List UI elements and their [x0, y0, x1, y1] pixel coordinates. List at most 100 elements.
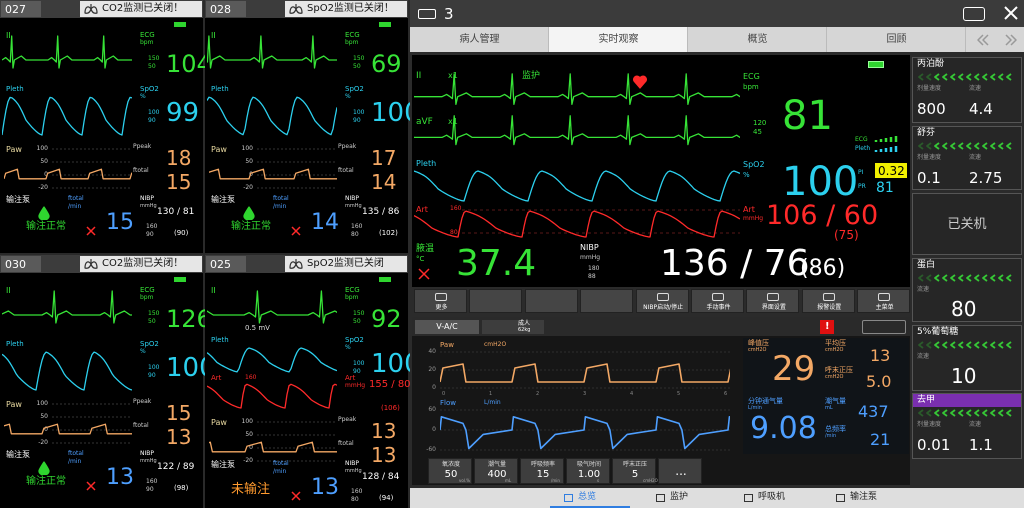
vent-setting[interactable]: 吸气时间 1.00 s [566, 458, 610, 484]
vent-setting[interactable]: 呼吸频率 15/min [520, 458, 564, 484]
rate-unit: /min [68, 458, 82, 465]
tab[interactable]: 概览 [688, 27, 827, 52]
tab[interactable]: 病人管理 [410, 27, 549, 52]
flow-scale: -60 [426, 446, 436, 453]
nav-item[interactable]: 呼吸机 [730, 488, 810, 508]
ecg-unit: bpm [140, 294, 154, 301]
icon [86, 226, 96, 236]
pump-field-value: 0.01 [917, 436, 951, 454]
button[interactable]: 手动事件 [691, 289, 744, 313]
icon [38, 461, 50, 475]
icon [918, 142, 924, 150]
waveform [414, 170, 740, 202]
bed-number: 3 [444, 5, 454, 23]
spo2-limit-low: 90 [148, 372, 156, 379]
setting-label: 呼吸频率 [530, 461, 555, 468]
waveform [207, 347, 337, 373]
nav-item[interactable]: 监护 [642, 488, 722, 508]
setting-unit: /min [551, 478, 560, 483]
icon [998, 142, 1004, 150]
art-value: 155 / 80 [369, 379, 411, 390]
button[interactable]: 界面设置 [746, 289, 800, 313]
nibp-mean: (98) [174, 484, 189, 492]
vent-param-unit: mL [825, 405, 833, 411]
art-unit: mmHg [743, 215, 764, 222]
ecg-label: ECG [743, 72, 760, 81]
icon [926, 341, 932, 349]
pump-label: 输注泵 [211, 195, 235, 204]
vent-param-value: 5.0 [866, 372, 892, 391]
setting-unit: cmH2O [643, 478, 658, 483]
top-bar [410, 0, 1024, 27]
nav-item[interactable]: 输注泵 [822, 488, 902, 508]
vent-param-value: 9.08 [750, 411, 817, 446]
vent-param-unit: /min [825, 433, 837, 439]
vent-setting[interactable]: 呼末正压 5 cmH2O [612, 458, 658, 484]
icon [934, 341, 940, 349]
pleth-wave [207, 96, 337, 136]
rate-unit: /min [273, 468, 287, 475]
waveform [2, 351, 132, 391]
waveform [207, 290, 337, 324]
button[interactable] [580, 289, 634, 313]
pump-card[interactable]: 去甲 剂量速度 0.01 流速 1.1 [912, 393, 1022, 459]
close-button[interactable] [1004, 6, 1018, 20]
icon [950, 73, 956, 81]
ecg-wave [414, 73, 740, 105]
vent-setting[interactable]: 潮气量 400 mL [474, 458, 518, 484]
vent-setting-more[interactable]: ... [658, 458, 702, 484]
setting-value: 5 [631, 469, 639, 480]
pump-field-value: 2.75 [969, 169, 1003, 187]
icon [289, 4, 303, 14]
button[interactable] [524, 289, 578, 313]
pump-card[interactable]: 蛋白 流速 80 [912, 258, 1022, 322]
tab[interactable]: 回顾 [827, 27, 966, 52]
icon [1006, 274, 1012, 282]
ftotal-label: ftotal [338, 440, 354, 447]
paw-scale: 0 [249, 171, 253, 178]
icon [934, 142, 940, 150]
nav-item[interactable]: 总览 [550, 488, 630, 508]
icon [942, 274, 948, 282]
button[interactable]: 更多 [414, 289, 467, 313]
pump-card[interactable]: 5%葡萄糖 流速 10 [912, 325, 1022, 391]
vent-param-label: 呼末正压 [825, 366, 853, 374]
heart-icon [633, 75, 647, 89]
pump-card[interactable]: 丙泊酚 剂量速度 800 流速 4.4 [912, 57, 1022, 123]
ecg-lead: II [211, 286, 216, 295]
time-tick: 1 [489, 391, 493, 397]
nav-icon [656, 494, 665, 502]
pump-card[interactable]: 舒芬 剂量速度 0.1 流速 2.75 [912, 126, 1022, 190]
mode-box[interactable] [415, 320, 479, 334]
screen-button[interactable] [963, 7, 985, 21]
signal-quality [874, 136, 898, 152]
pump-card[interactable]: 已关机 [912, 193, 1022, 255]
waveform [4, 423, 132, 435]
button[interactable]: 主菜单 [857, 289, 911, 313]
button[interactable]: NIBP启动/停止 [635, 289, 689, 313]
button[interactable]: 报警设置 [801, 289, 855, 313]
icon [926, 274, 932, 282]
paw-scale: 0 [432, 384, 436, 391]
paw-scale: 100 [241, 145, 253, 152]
vent-param-label: 平均压 [825, 339, 846, 347]
rate-value: 15 [106, 210, 134, 235]
paw-scale: 100 [36, 145, 48, 152]
pump-status: 未输注 [231, 482, 271, 497]
drop-icon [38, 461, 50, 475]
vent-setting[interactable]: 氧浓度 50 vol.% [428, 458, 472, 484]
waveform [209, 168, 337, 180]
tab[interactable]: 实时观察 [549, 27, 688, 52]
icon [934, 409, 940, 417]
icon [958, 341, 964, 349]
button[interactable] [469, 289, 523, 313]
rate-label: ftotal [273, 195, 289, 202]
vent-param-label: 总频率 [825, 425, 846, 433]
pump-field-label: 流速 [917, 353, 930, 360]
icon [974, 142, 980, 150]
pump-field-value: 1.1 [969, 436, 993, 454]
icon [958, 73, 964, 81]
nibp-limit-high: 160 [351, 223, 363, 230]
paw-scale: 0 [44, 426, 48, 433]
pump-name: 蛋白 [917, 260, 936, 270]
